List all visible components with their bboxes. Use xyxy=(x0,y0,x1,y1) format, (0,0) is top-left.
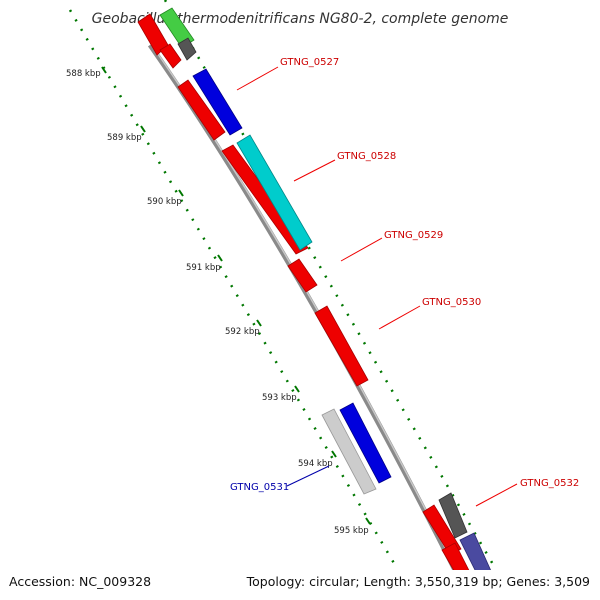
feature-slateblue-bottom xyxy=(459,532,492,570)
cds-top-red-small xyxy=(159,43,182,69)
tick-label-590: 590 kbp xyxy=(147,197,182,207)
feature-blue-0531 xyxy=(339,402,392,484)
gene-label-0532[interactable]: GTNG_0532 xyxy=(520,478,579,489)
feature-lightgray-0531 xyxy=(321,408,377,495)
feature-cyan-0528 xyxy=(236,134,313,251)
cds-red-0532 xyxy=(422,504,462,556)
cds-red-0527 xyxy=(177,79,226,141)
tick-marks xyxy=(101,66,371,525)
leader-0531 xyxy=(286,465,330,487)
tick-label-593: 593 kbp xyxy=(262,393,297,403)
cds-red-0530 xyxy=(314,305,369,387)
feature-gray-0532 xyxy=(438,492,468,539)
genome-backbone-highlight xyxy=(150,43,458,570)
leader-0530 xyxy=(378,305,421,330)
tick-label-595: 595 kbp xyxy=(334,526,369,536)
leader-0529 xyxy=(340,237,383,262)
tick-label-588: 588 kbp xyxy=(66,69,101,79)
gene-label-0529[interactable]: GTNG_0529 xyxy=(384,230,443,241)
leader-0528 xyxy=(293,159,336,182)
tick-label-592: 592 kbp xyxy=(225,327,260,337)
leader-0527 xyxy=(236,66,279,91)
leader-0532 xyxy=(475,483,518,507)
gene-label-0531[interactable]: GTNG_0531 xyxy=(230,482,289,493)
tick-label-594: 594 kbp xyxy=(298,459,333,469)
gene-label-0527[interactable]: GTNG_0527 xyxy=(280,57,339,68)
gene-label-0530[interactable]: GTNG_0530 xyxy=(422,297,481,308)
map-area xyxy=(68,0,498,570)
tick-label-589: 589 kbp xyxy=(107,133,142,143)
genome-backbone xyxy=(147,43,458,570)
feature-top-green xyxy=(159,7,195,49)
cds-red-bottom xyxy=(441,542,470,570)
genome-title: Geobacillus thermodenitrificans NG80-2, … xyxy=(92,11,509,27)
feature-top-gray xyxy=(177,37,197,61)
accession-text: Accession: NC_009328 xyxy=(9,574,151,589)
gene-label-0528[interactable]: GTNG_0528 xyxy=(337,151,396,162)
cds-red-0529 xyxy=(287,258,318,293)
genome-summary-text: Topology: circular; Length: 3,550,319 bp… xyxy=(246,574,590,589)
tick-label-591: 591 kbp xyxy=(186,263,221,273)
feature-blue-0527 xyxy=(192,68,243,136)
